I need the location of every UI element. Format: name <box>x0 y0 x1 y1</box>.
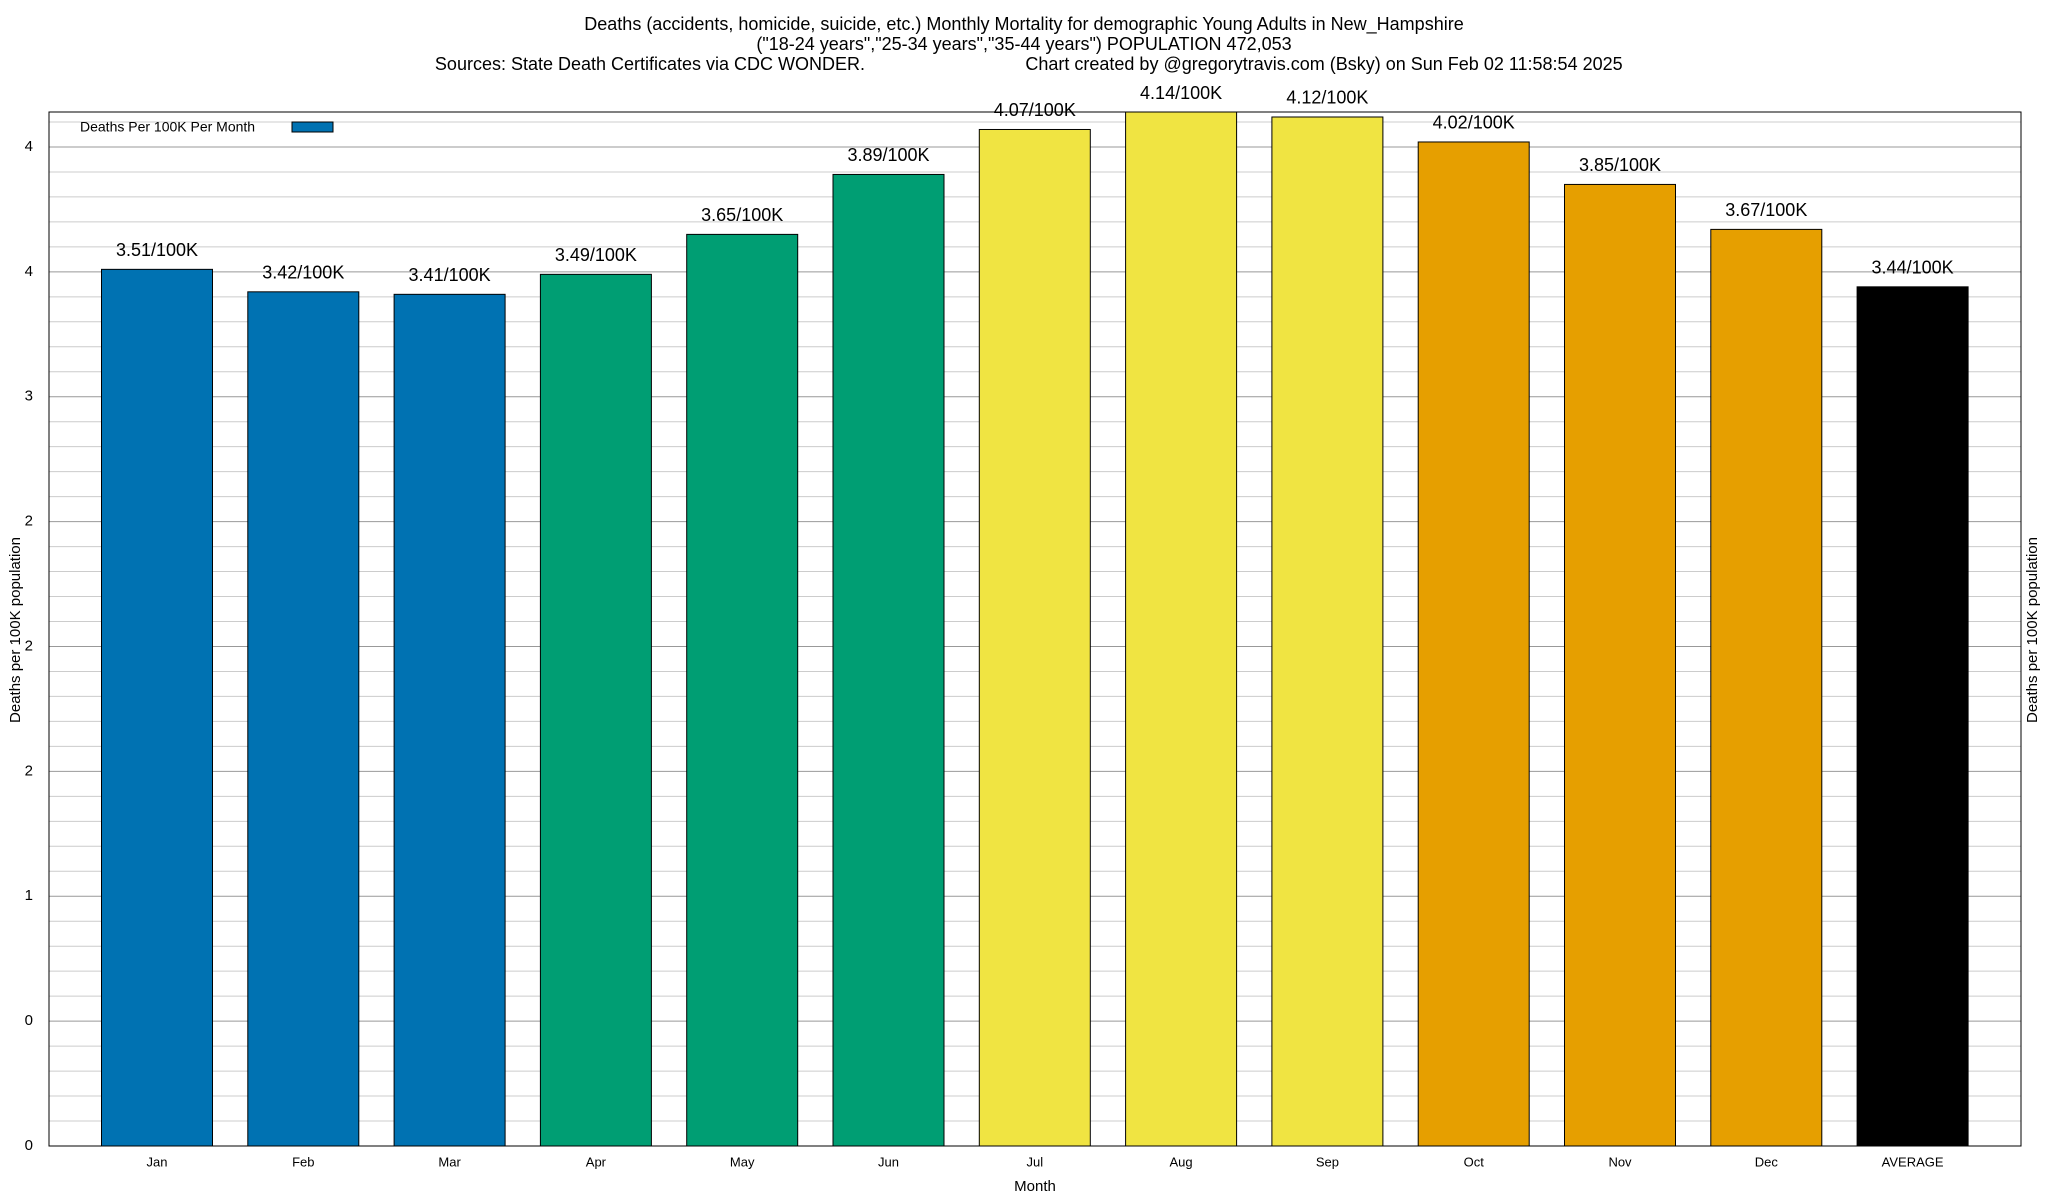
bar <box>101 268 213 1147</box>
legend-label: Deaths Per 100K Per Month <box>80 119 255 135</box>
bar <box>978 128 1091 1147</box>
y-tick-label: 3 <box>25 388 33 405</box>
source: Sources: State Death Certificates via CD… <box>435 54 865 74</box>
bar <box>1417 141 1530 1147</box>
x-tick-label: Apr <box>586 1154 607 1169</box>
x-tick-label: Nov <box>1608 1154 1632 1169</box>
x-tick-label: Dec <box>1755 1154 1779 1169</box>
y2-axis-label: Deaths per 100K population <box>2024 537 2041 723</box>
x-tick-label: Jul <box>1026 1154 1043 1169</box>
x-tick-label: Feb <box>292 1154 314 1169</box>
y-tick-label: 2 <box>25 637 33 654</box>
value-label: 3.49/100K <box>555 245 637 265</box>
y-tick-label: 2 <box>25 513 33 530</box>
credit: Chart created by @gregorytravis.com (Bsk… <box>1025 54 1622 74</box>
bar <box>247 291 360 1147</box>
value-label: 4.02/100K <box>1433 113 1515 133</box>
y-tick-label: 1 <box>25 887 33 904</box>
value-label: 4.07/100K <box>994 100 1076 120</box>
bar <box>1856 286 1969 1147</box>
x-tick-label: Jun <box>878 1154 899 1169</box>
value-label: 3.89/100K <box>847 145 929 165</box>
x-tick-label: Jan <box>147 1154 168 1169</box>
chart-title: Deaths (accidents, homicide, suicide, et… <box>584 14 1463 35</box>
y-tick-label: 4 <box>25 263 33 280</box>
value-label: 3.51/100K <box>116 240 198 260</box>
x-axis-label: Month <box>1014 1178 1056 1195</box>
bar <box>393 293 506 1147</box>
chart-subtitle: ("18-24 years","25-34 years","35-44 year… <box>756 34 1291 54</box>
value-label: 4.14/100K <box>1140 83 1222 103</box>
value-label: 3.41/100K <box>409 265 491 285</box>
bar <box>686 233 799 1147</box>
bar <box>832 173 945 1147</box>
x-tick-label: Aug <box>1170 1154 1193 1169</box>
x-tick-label: May <box>730 1154 755 1169</box>
value-label: 3.42/100K <box>262 263 344 283</box>
y-tick-label: 0 <box>25 1012 33 1029</box>
y-tick-label: 4 <box>25 138 33 155</box>
y-tick-label: 0 <box>25 1137 33 1154</box>
bar <box>1271 116 1384 1147</box>
x-tick-label: Mar <box>438 1154 461 1169</box>
x-tick-label: Oct <box>1464 1154 1485 1169</box>
value-label: 4.12/100K <box>1286 88 1368 108</box>
bar <box>539 273 652 1147</box>
value-label: 3.44/100K <box>1872 258 1954 278</box>
y-tick-label: 2 <box>25 762 33 779</box>
bar <box>1564 183 1676 1147</box>
x-tick-label: Sep <box>1316 1154 1339 1169</box>
value-label: 3.67/100K <box>1725 200 1807 220</box>
bar <box>1710 228 1823 1147</box>
bar <box>1125 111 1238 1147</box>
x-tick-label: AVERAGE <box>1882 1154 1944 1169</box>
value-label: 3.65/100K <box>701 205 783 225</box>
value-label: 3.85/100K <box>1579 155 1661 175</box>
legend-swatch <box>291 121 334 133</box>
y-axis-label: Deaths per 100K population <box>7 537 24 723</box>
